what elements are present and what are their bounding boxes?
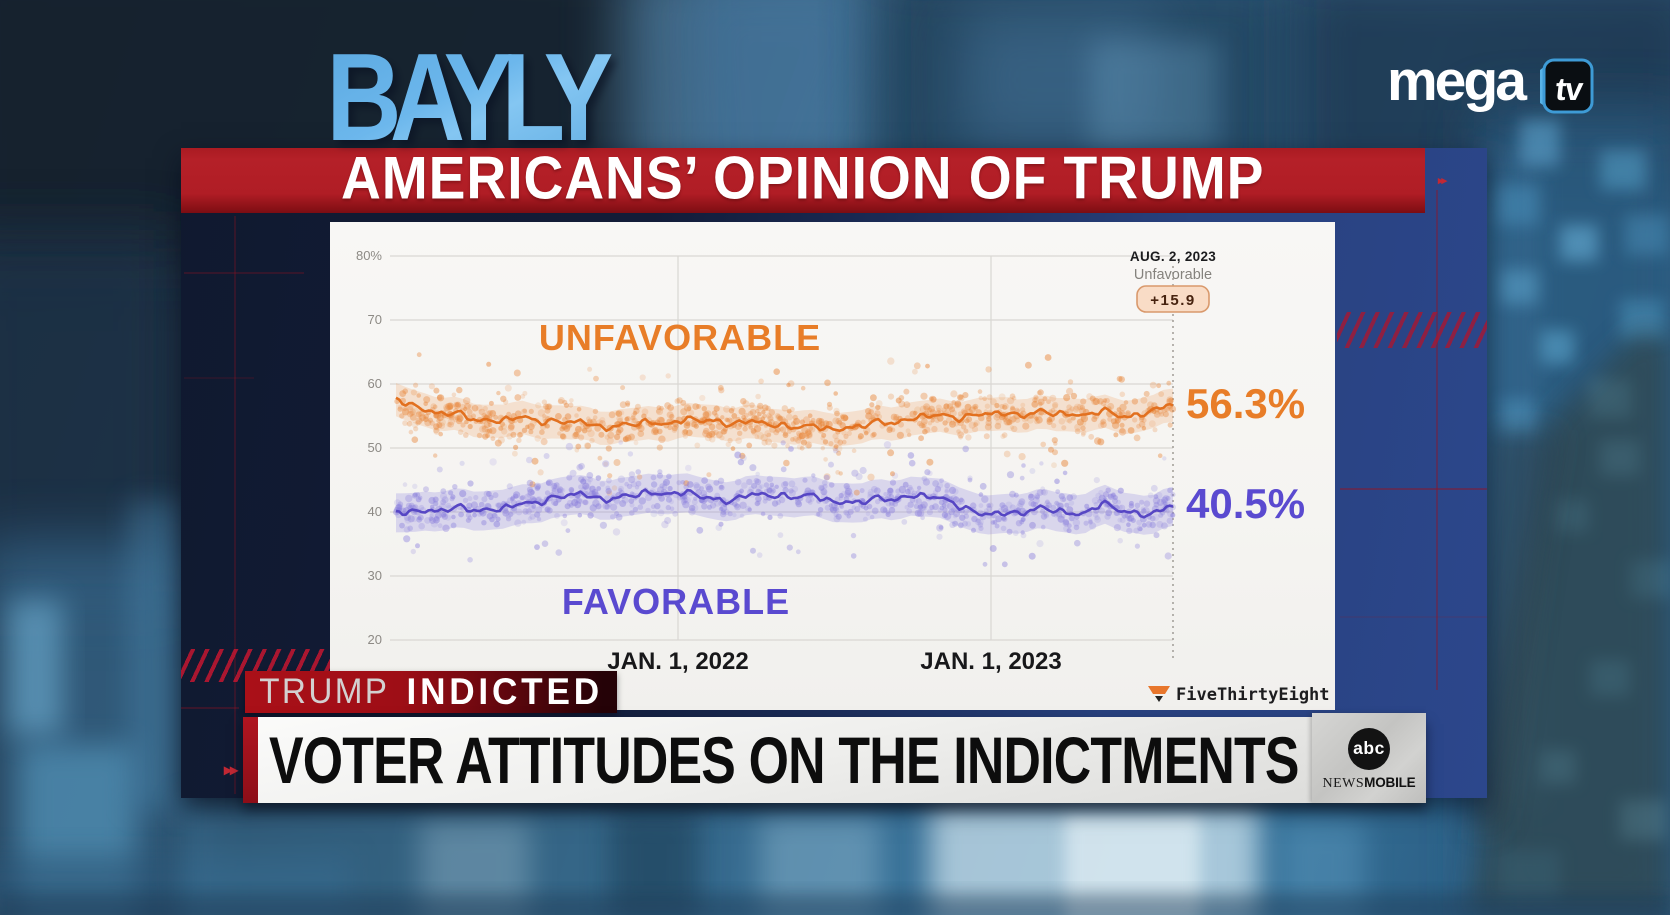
panel-grid-line bbox=[234, 216, 236, 794]
series-label-unfavorable: UNFAVORABLE bbox=[539, 317, 821, 358]
panel-grid-line bbox=[1340, 616, 1487, 618]
panel-hatch-right bbox=[1337, 312, 1487, 348]
news-text: NEWS bbox=[1322, 776, 1365, 791]
annotation-date: AUG. 2, 2023 bbox=[1130, 249, 1216, 264]
spread-badge-text: +15.9 bbox=[1150, 292, 1195, 309]
y-tick-label: 50 bbox=[368, 440, 382, 455]
ticker-tag: TRUMP INDICTED bbox=[245, 671, 617, 713]
title-banner-text: AMERICANS’ OPINION OF TRUMP bbox=[341, 144, 1265, 212]
fivethirtyeight-icon bbox=[1148, 686, 1170, 694]
series-label-favorable: FAVORABLE bbox=[562, 581, 790, 622]
panel-grid-line bbox=[184, 272, 304, 274]
annotation-series: Unfavorable bbox=[1134, 267, 1212, 283]
lower-banner-headline: VOTER ATTITUDES ON THE INDICTMENTS bbox=[269, 723, 1299, 797]
newsmobile-wordmark: NEWSMOBILE bbox=[1312, 774, 1426, 792]
final-value-unfavorable: 56.3% bbox=[1186, 380, 1305, 427]
panel-chevrons-left: ▸▸ bbox=[224, 762, 238, 779]
abc-logo-icon: abc bbox=[1348, 728, 1390, 770]
x-tick-label-2022: JAN. 1, 2022 bbox=[607, 648, 748, 675]
y-tick-label: 60 bbox=[368, 376, 382, 391]
chart-card: 80% 70 60 50 40 30 20 UNFAVORABLE FAVORABLE 56.3%… bbox=[330, 222, 1335, 710]
megatv-channel-logo: mega tv bbox=[1387, 49, 1594, 114]
panel-chevrons-right: ▸▸ bbox=[1438, 175, 1447, 187]
favorability-chart: 80% 70 60 50 40 30 20 UNFAVORABLE FAVORABLE 56.3%… bbox=[356, 248, 1330, 705]
panel-grid-line bbox=[1340, 488, 1487, 490]
lower-banner-red-bar bbox=[243, 717, 258, 803]
ticker-tag-word2: INDICTED bbox=[406, 671, 603, 712]
tv-icon: tv bbox=[1540, 58, 1594, 114]
final-value-favorable: 40.5% bbox=[1186, 480, 1305, 527]
panel-grid-line bbox=[181, 707, 239, 709]
abc-news-bug: abc NEWSMOBILE bbox=[1312, 713, 1426, 803]
y-tick-label: 30 bbox=[368, 568, 382, 583]
panel-grid-line bbox=[184, 377, 254, 379]
mega-logo-text: mega bbox=[1387, 49, 1528, 113]
title-banner: AMERICANS’ OPINION OF TRUMP bbox=[181, 144, 1425, 213]
panel-grid-line bbox=[1436, 190, 1438, 690]
bayly-show-logo: BAYLY bbox=[326, 34, 623, 154]
source-logo-text: FiveThirtyEight bbox=[1176, 685, 1330, 705]
abc-logo-text: abc bbox=[1353, 738, 1385, 758]
tv-logo-text: tv bbox=[1554, 71, 1585, 107]
spread-badge bbox=[1136, 285, 1210, 313]
x-tick-label-2023: JAN. 1, 2023 bbox=[920, 648, 1061, 675]
y-tick-label: 40 bbox=[368, 504, 382, 519]
y-tick-label: 70 bbox=[368, 312, 382, 327]
y-tick-label: 20 bbox=[368, 632, 382, 647]
ticker-tag-word1: TRUMP bbox=[259, 672, 390, 711]
y-tick-label: 80% bbox=[356, 248, 382, 263]
bayly-logo-text: BAYLY bbox=[326, 34, 612, 154]
mobile-text: MOBILE bbox=[1364, 775, 1416, 790]
lower-third-banner: VOTER ATTITUDES ON THE INDICTMENTS abc N… bbox=[243, 713, 1426, 803]
